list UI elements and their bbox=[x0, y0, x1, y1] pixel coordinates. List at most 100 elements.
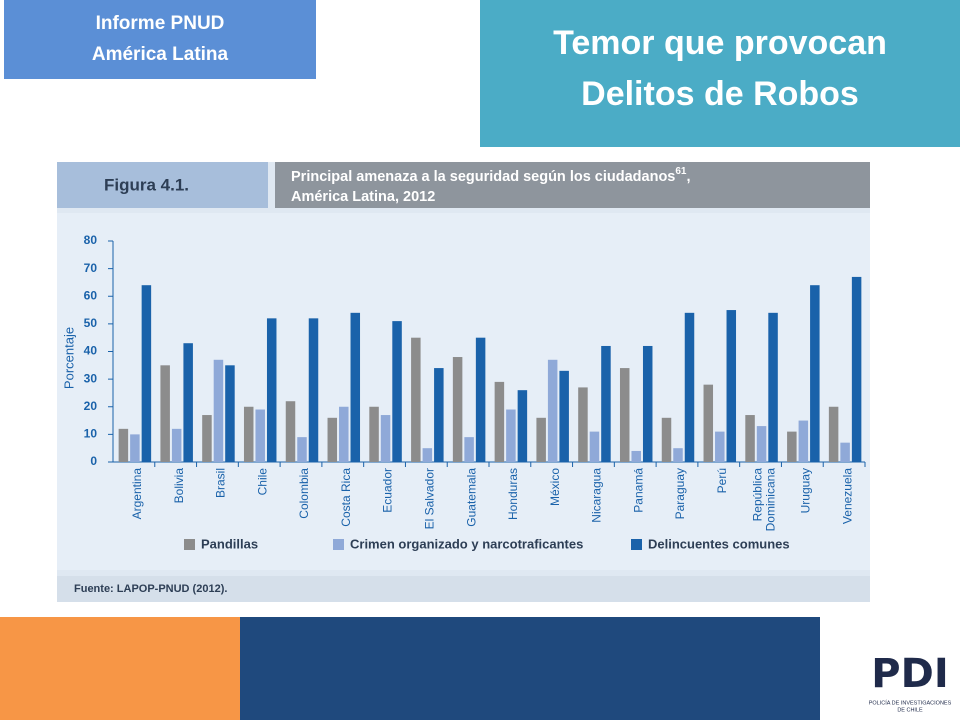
badge-text: América Latina bbox=[92, 44, 229, 65]
label-line: Dominicana bbox=[764, 468, 778, 532]
bar bbox=[434, 368, 444, 462]
bar bbox=[464, 437, 474, 462]
bar bbox=[547, 359, 558, 462]
y-tick-label: 0 bbox=[90, 454, 97, 468]
source: Fuente: LAPOP-PNUD (2012). bbox=[74, 583, 227, 595]
bar bbox=[392, 321, 402, 462]
bar bbox=[828, 406, 839, 462]
bar bbox=[506, 409, 516, 462]
legend-label: Pandillas bbox=[201, 536, 258, 551]
bar bbox=[851, 276, 862, 462]
figure-title-text: Principal amenaza a la seguridad según l… bbox=[291, 169, 675, 185]
y-axis-label: Porcentaje bbox=[61, 327, 76, 389]
x-tick-label: Nicaragua bbox=[590, 468, 604, 523]
logo-subtitle: DE CHILE bbox=[897, 707, 923, 713]
bar bbox=[183, 343, 193, 462]
legend-label: Delincuentes comunes bbox=[648, 536, 790, 551]
bar bbox=[494, 381, 505, 462]
x-tick-label: México bbox=[548, 468, 562, 506]
bar bbox=[661, 417, 672, 462]
bar bbox=[369, 406, 379, 462]
y-tick-label: 50 bbox=[84, 316, 98, 330]
bar bbox=[601, 345, 611, 462]
slide-title: Temor que provocan bbox=[553, 24, 887, 62]
bar bbox=[475, 337, 486, 462]
bar bbox=[243, 406, 254, 462]
bar bbox=[130, 434, 140, 462]
legend-swatch bbox=[333, 539, 344, 550]
bar bbox=[225, 365, 235, 462]
figure-label: Figura 4.1. bbox=[104, 175, 189, 194]
bar bbox=[452, 357, 463, 462]
bar bbox=[703, 384, 714, 462]
bar bbox=[756, 426, 767, 462]
x-tick-label: Costa Rica bbox=[339, 468, 353, 527]
bar bbox=[798, 420, 809, 462]
bar bbox=[285, 401, 296, 462]
figure-title: Principal amenaza a la seguridad según l… bbox=[291, 166, 691, 185]
bar bbox=[787, 431, 797, 462]
y-tick-label: 60 bbox=[84, 288, 98, 302]
x-tick-label: Panamá bbox=[631, 468, 645, 513]
legend-swatch bbox=[184, 539, 195, 550]
bar bbox=[255, 409, 265, 462]
bar bbox=[118, 428, 129, 462]
badge-box bbox=[4, 0, 316, 79]
bar bbox=[266, 318, 277, 462]
bar bbox=[141, 285, 152, 462]
bar bbox=[308, 318, 319, 462]
y-tick-label: 10 bbox=[84, 427, 98, 441]
x-tick-label: Bolivia bbox=[172, 468, 186, 504]
y-tick-label: 20 bbox=[84, 399, 98, 413]
x-tick-label: Argentina bbox=[130, 468, 144, 520]
footer-navy bbox=[240, 617, 820, 720]
label-line: República bbox=[751, 468, 765, 522]
bar bbox=[327, 417, 338, 462]
bar bbox=[726, 310, 737, 462]
bar bbox=[380, 415, 391, 462]
bar bbox=[350, 312, 361, 462]
bar bbox=[559, 370, 569, 462]
bar bbox=[715, 431, 725, 462]
x-tick-label: Brasil bbox=[214, 468, 228, 498]
y-tick-label: 80 bbox=[84, 233, 98, 247]
slide-title: Delitos de Robos bbox=[581, 75, 859, 113]
bar bbox=[673, 448, 683, 462]
bar bbox=[589, 431, 600, 462]
bar bbox=[422, 448, 433, 462]
bar bbox=[171, 428, 182, 462]
bar bbox=[631, 450, 641, 462]
bar bbox=[642, 345, 653, 462]
bar bbox=[339, 406, 349, 462]
bar bbox=[619, 368, 630, 462]
bar bbox=[745, 415, 755, 462]
plot: 0 10 20 30 40 50 60 70 80 Argentina Bolivia Brasil C… bbox=[84, 233, 866, 551]
logo-subtitle: POLICÍA DE INVESTIGACIONES bbox=[869, 699, 952, 706]
x-tick-label: Uruguay bbox=[799, 468, 813, 513]
figure-title-box bbox=[275, 162, 870, 208]
bar bbox=[517, 390, 528, 462]
bar bbox=[768, 312, 778, 462]
source-box bbox=[57, 576, 870, 602]
x-tick-label: Venezuela bbox=[840, 468, 854, 524]
figure-label-box bbox=[57, 162, 268, 208]
legend-label: Crimen organizado y narcotraficantes bbox=[350, 536, 583, 551]
x-tick-label: Honduras bbox=[506, 468, 520, 520]
bar bbox=[684, 312, 695, 462]
bar bbox=[411, 337, 421, 462]
x-tick-label: Colombia bbox=[297, 468, 311, 519]
bar bbox=[578, 387, 588, 462]
footer-orange bbox=[0, 617, 240, 720]
figure-title-text: , bbox=[687, 169, 691, 185]
x-tick-label: RepúblicaDominicana bbox=[751, 468, 778, 532]
title-box bbox=[480, 0, 960, 147]
y-tick-label: 70 bbox=[84, 261, 98, 275]
bar bbox=[160, 365, 170, 462]
bar bbox=[536, 417, 546, 462]
x-tick-label: Chile bbox=[255, 468, 269, 496]
x-tick-label: Perú bbox=[715, 468, 729, 493]
x-tick-label: El Salvador bbox=[423, 468, 437, 529]
x-tick-label: Guatemala bbox=[464, 468, 478, 527]
y-tick-label: 40 bbox=[84, 344, 98, 358]
bar bbox=[810, 285, 820, 462]
